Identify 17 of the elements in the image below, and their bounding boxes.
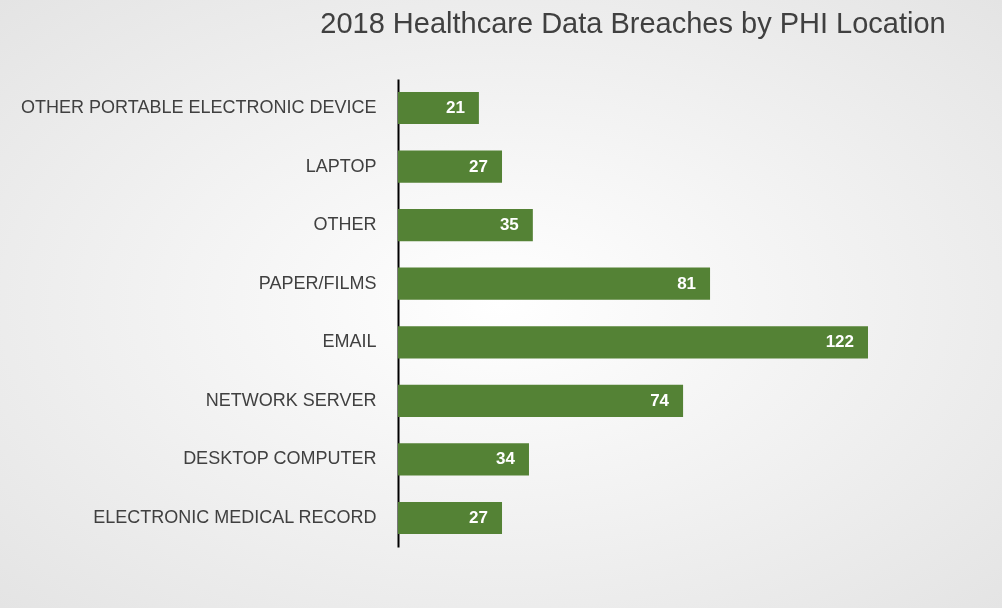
data-label: 27 (469, 156, 489, 176)
y-tick-label: DESKTOP COMPUTER (183, 448, 377, 469)
data-label: 81 (677, 273, 697, 293)
chart-title: 2018 Healthcare Data Breaches by PHI Location (320, 7, 946, 39)
y-tick-label: OTHER PORTABLE ELECTRONIC DEVICE (21, 96, 377, 117)
y-tick-label: LAPTOP (305, 155, 377, 176)
data-label: 21 (445, 97, 465, 117)
data-label: 27 (469, 508, 489, 528)
data-label: 35 (499, 215, 519, 235)
y-tick-label: ELECTRONIC MEDICAL RECORD (93, 507, 377, 528)
data-label: 74 (650, 390, 670, 410)
y-tick-label: EMAIL (322, 331, 377, 352)
y-tick-label: PAPER/FILMS (258, 272, 377, 293)
data-label: 122 (825, 332, 854, 352)
y-tick-label: OTHER (313, 214, 377, 235)
y-tick-label: NETWORK SERVER (205, 389, 377, 410)
data-label: 34 (496, 449, 516, 469)
